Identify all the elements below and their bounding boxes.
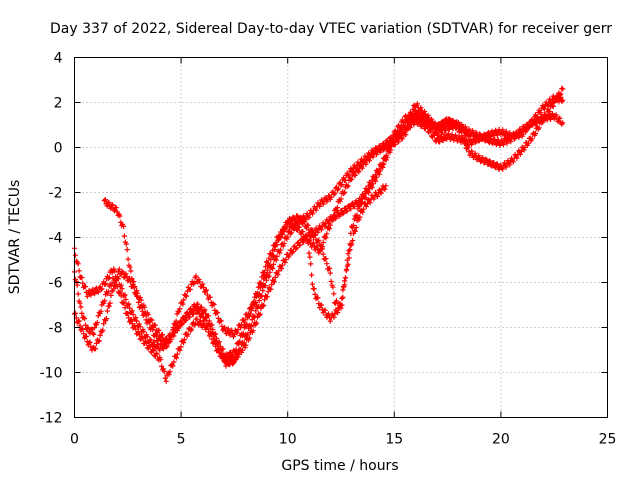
y-tick-label: -12 — [40, 411, 63, 427]
y-tick-label: -8 — [49, 321, 63, 337]
y-tick-label: -2 — [49, 186, 63, 202]
x-tick-label: 5 — [177, 432, 186, 448]
plot-frame — [74, 57, 608, 418]
x-tick-label: 25 — [599, 432, 617, 448]
x-tick-label: 20 — [492, 432, 510, 448]
series-5 — [306, 183, 389, 324]
y-tick-label: 4 — [54, 51, 63, 67]
x-tick-label: 15 — [385, 432, 403, 448]
y-tick-label: -10 — [40, 366, 63, 382]
y-axis-label: SDTVAR / TECUs — [7, 180, 23, 295]
y-tick-label: -6 — [49, 276, 63, 292]
axis-ticks — [74, 57, 608, 418]
y-tick-label: 2 — [54, 96, 63, 112]
grid — [74, 57, 608, 418]
data-points — [71, 85, 566, 384]
x-axis-label: GPS time / hours — [281, 458, 398, 474]
x-tick-label: 10 — [279, 432, 297, 448]
chart-title: Day 337 of 2022, Sidereal Day-to-day VTE… — [50, 21, 612, 37]
x-tick-label: 0 — [70, 432, 79, 448]
y-tick-label: -4 — [49, 231, 63, 247]
series-5-markers — [306, 183, 389, 324]
tick-labels: 0 5 10 15 20 25 -12 -10 -8 -6 -4 -2 0 2 4 — [40, 51, 617, 448]
y-tick-label: 0 — [54, 141, 63, 157]
